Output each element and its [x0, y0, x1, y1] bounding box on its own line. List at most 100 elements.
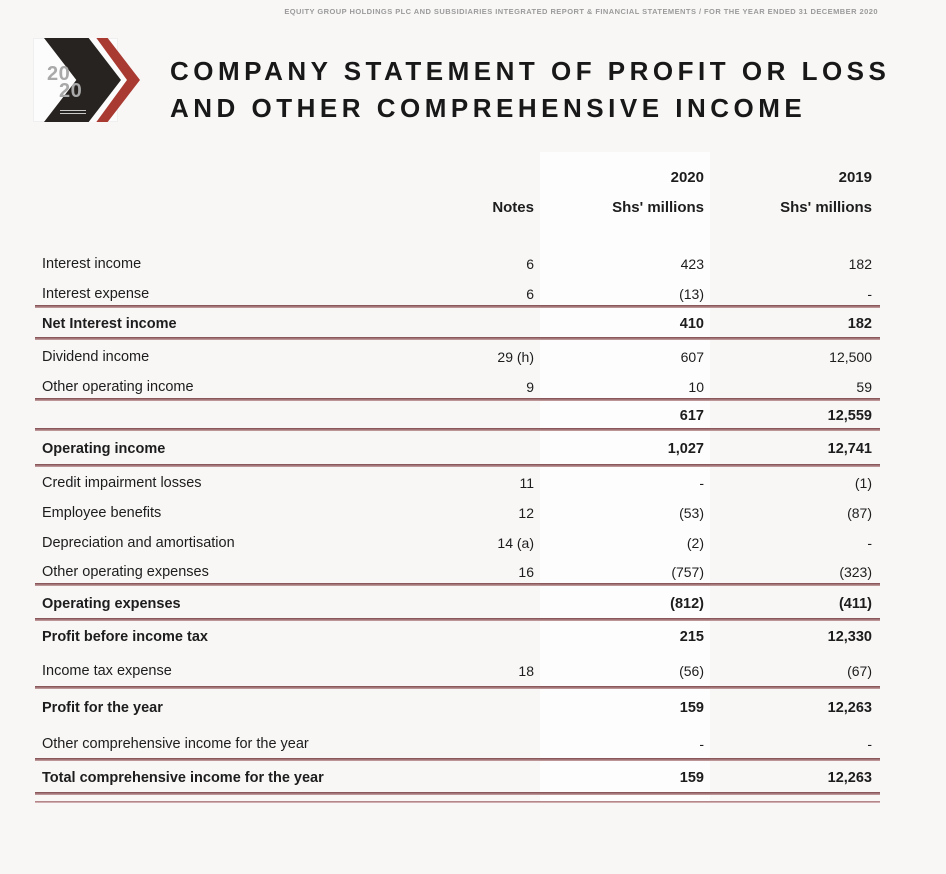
value-2019: 59 [856, 379, 872, 395]
value-2020: (13) [679, 285, 704, 302]
table-row: Credit impairment losses 11 - (1) [35, 467, 880, 498]
value-2019: 12,741 [827, 441, 872, 457]
row-label: Employee benefits [42, 505, 162, 521]
row-label: Interest income [42, 256, 142, 272]
value-2019: 182 [847, 316, 872, 332]
row-label: Other operating income [42, 379, 194, 395]
column-year-2019: 2019 [838, 168, 872, 186]
value-2020: (56) [679, 663, 704, 679]
value-2019: (1) [854, 474, 872, 491]
value-2019: 12,263 [827, 770, 872, 786]
value-2019: - [867, 285, 872, 302]
running-header: EQUITY GROUP HOLDINGS PLC AND SUBSIDIARI… [284, 7, 878, 16]
logo-year-top: 20 [47, 63, 71, 85]
row-label: Other operating expenses [42, 564, 209, 580]
section-rule [35, 337, 880, 340]
note-cell: 14 (a) [497, 535, 534, 551]
section-rule [35, 428, 880, 431]
page-title-line2: AND OTHER COMPREHENSIVE INCOME [170, 93, 807, 123]
note-cell: 6 [526, 256, 534, 272]
row-label: Profit before income tax [42, 629, 208, 645]
value-2020: - [699, 735, 704, 752]
note-cell: 18 [518, 663, 534, 679]
value-2020: (757) [671, 564, 704, 580]
value-2019: - [867, 535, 872, 551]
row-label: Net Interest income [42, 316, 177, 332]
value-2019: 182 [848, 256, 872, 272]
value-2020: 607 [680, 348, 704, 365]
column-year-2020: 2020 [670, 168, 704, 186]
logo-tagline-lines [60, 110, 86, 116]
table-header: 2020 2019 Notes Shs' millions Shs' milli… [35, 162, 880, 249]
note-cell: 12 [518, 505, 534, 521]
section-rule [35, 583, 880, 586]
section-rule [35, 686, 880, 689]
value-2019: (323) [839, 564, 872, 580]
column-unit-2019: Shs' millions [780, 198, 872, 216]
note-cell: 29 (h) [497, 348, 534, 365]
value-2019: (411) [838, 595, 872, 612]
table-row: Other operating income 9 10 59 [35, 373, 880, 401]
table-row: Depreciation and amortisation 14 (a) (2) - [35, 528, 880, 558]
table-body: Interest income 6 423 182 Interest expense 6 (… [35, 249, 880, 803]
section-rule [35, 464, 880, 467]
note-cell: 9 [526, 379, 534, 395]
income-statement-table: 2020 2019 Notes Shs' millions Shs' milli… [35, 158, 880, 803]
section-rule [35, 792, 880, 795]
section-rule [35, 758, 880, 761]
row-label: Income tax expense [42, 663, 172, 679]
total-double-rule [35, 801, 880, 803]
table-row: Other comprehensive income for the year -… [35, 726, 880, 761]
table-row: Total comprehensive income for the year 1… [35, 761, 880, 803]
value-2019: 12,500 [829, 348, 872, 365]
page-title: COMPANY STATEMENT OF PROFIT OR LOSS AND … [170, 53, 900, 127]
value-2019: (67) [847, 663, 872, 679]
value-2020: - [699, 474, 704, 491]
value-2019: 12,263 [827, 699, 872, 716]
value-2019: 12,330 [827, 629, 872, 645]
table-row: 617 12,559 [35, 401, 880, 431]
report-logo: 20 20 [33, 38, 148, 122]
table-row: Income tax expense 18 (56) (67) [35, 653, 880, 689]
note-cell: 11 [519, 474, 534, 491]
note-cell: 16 [518, 564, 534, 580]
value-2020: 410 [679, 316, 704, 332]
column-notes: Notes [492, 198, 534, 216]
table-row: Employee benefits 12 (53) (87) [35, 498, 880, 528]
row-label: Dividend income [42, 348, 150, 365]
row-label: Other comprehensive income for the year [42, 735, 309, 752]
current-year-column-highlight [540, 152, 710, 802]
table-row: Operating income 1,027 12,741 [35, 431, 880, 467]
value-2020: (812) [670, 595, 704, 612]
value-2020: 1,027 [667, 441, 704, 457]
value-2019: (87) [847, 505, 872, 521]
row-label: Operating expenses [42, 595, 181, 612]
value-2020: (2) [686, 535, 704, 551]
section-rule [35, 305, 880, 308]
value-2020: 215 [679, 629, 704, 645]
row-label: Profit for the year [42, 699, 163, 716]
table-row: Interest expense 6 (13) - [35, 279, 880, 308]
section-rule [35, 398, 880, 401]
table-row: Interest income 6 423 182 [35, 249, 880, 279]
column-unit-2020: Shs' millions [612, 198, 704, 216]
value-2020: 10 [688, 379, 704, 395]
table-row: Other operating expenses 16 (757) (323) [35, 558, 880, 586]
value-2020: (53) [679, 505, 704, 521]
value-2019: - [867, 735, 872, 752]
row-label: Operating income [42, 441, 166, 457]
table-row: Operating expenses (812) (411) [35, 586, 880, 621]
logo-year: 20 20 [47, 63, 82, 101]
value-2019: 12,559 [827, 408, 872, 424]
row-label: Depreciation and amortisation [42, 535, 235, 551]
value-2020: 159 [679, 770, 704, 786]
table-row: Net Interest income 410 182 [35, 308, 880, 340]
table-row: Profit before income tax 215 12,330 [35, 621, 880, 653]
table-row: Profit for the year 159 12,263 [35, 689, 880, 726]
table-row: Dividend income 29 (h) 607 12,500 [35, 340, 880, 373]
value-2020: 617 [679, 408, 704, 424]
row-label: Total comprehensive income for the year [42, 770, 324, 786]
value-2020: 423 [680, 256, 704, 272]
row-label: Interest expense [42, 285, 150, 302]
row-label: Credit impairment losses [42, 474, 202, 491]
